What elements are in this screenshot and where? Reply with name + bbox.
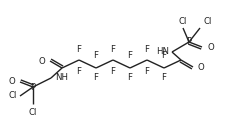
Text: O: O xyxy=(38,56,45,66)
Text: F: F xyxy=(144,46,149,55)
Text: O: O xyxy=(8,78,15,87)
Text: Cl: Cl xyxy=(29,108,37,117)
Text: F: F xyxy=(144,67,149,76)
Text: F: F xyxy=(110,46,115,55)
Text: Cl: Cl xyxy=(179,17,187,26)
Text: HN: HN xyxy=(156,47,169,56)
Text: F: F xyxy=(128,51,133,60)
Text: F: F xyxy=(162,74,166,83)
Text: F: F xyxy=(76,46,81,55)
Text: F: F xyxy=(76,67,81,76)
Text: F: F xyxy=(94,51,99,60)
Text: F: F xyxy=(162,51,166,60)
Text: O: O xyxy=(207,43,214,51)
Text: Cl: Cl xyxy=(9,91,17,100)
Text: P: P xyxy=(187,38,191,47)
Text: Cl: Cl xyxy=(203,17,211,26)
Text: P: P xyxy=(30,83,36,91)
Text: F: F xyxy=(94,74,99,83)
Text: O: O xyxy=(198,63,205,71)
Text: F: F xyxy=(110,67,115,76)
Text: NH: NH xyxy=(55,74,68,83)
Text: F: F xyxy=(128,74,133,83)
